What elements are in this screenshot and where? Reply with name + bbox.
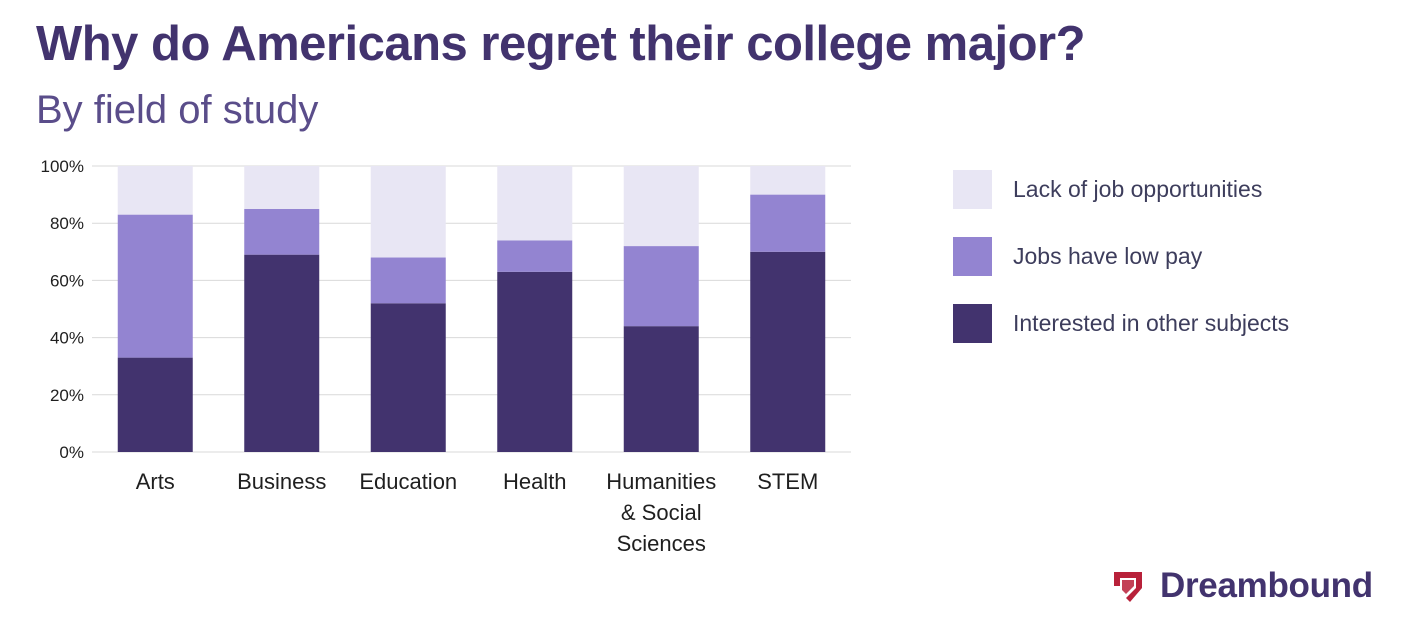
bar-segment-lack-of-jobs [750,166,826,195]
legend-label-lack-of-jobs: Lack of job opportunities [1013,176,1263,202]
y-tick-label: 60% [50,271,84,290]
y-tick-label: 20% [50,386,84,405]
bar-segment-low-pay [244,208,320,255]
legend-label-low-pay: Jobs have low pay [1013,243,1203,269]
bar-segment-low-pay [750,194,826,252]
bar-segment-interested [244,254,320,452]
y-tick-label: 80% [50,214,84,233]
bar-segment-lack-of-jobs [497,166,573,241]
y-tick-label: 0% [59,443,84,462]
x-category-label-line: Business [237,469,326,494]
x-category-label-line: STEM [757,469,818,494]
bar-segment-interested [497,271,573,452]
y-tick-label: 100% [41,157,84,176]
legend-item-interested: Interested in other subjects [953,304,1373,343]
legend-label-interested: Interested in other subjects [1013,310,1290,336]
brand-name: Dreambound [1160,566,1373,605]
stacked-bar-chart: 0% 20% 40% 60% 80% 100% Arts Business Education H… [41,157,851,556]
bar-segment-lack-of-jobs [244,166,320,209]
x-category-label-line: Health [503,469,567,494]
x-category-label-line: Sciences [617,531,706,556]
brand-footer: Dreambound [1108,564,1373,608]
bar-segment-low-pay [370,257,446,304]
x-category-label-line: & Social [621,500,702,525]
bar-segment-lack-of-jobs [370,166,446,258]
bar-segment-interested [117,357,193,452]
dreambound-shield-logo-icon [1114,572,1142,602]
x-category-label: Health [503,469,567,494]
bar-segment-lack-of-jobs [623,166,699,247]
x-category-label: Business [237,469,326,494]
legend-swatch-low-pay [953,237,992,276]
bar-segment-lack-of-jobs [117,166,193,215]
legend-swatch-interested [953,304,992,343]
chart-legend: Lack of job opportunities Jobs have low … [953,170,1373,371]
x-category-label: Arts [136,469,175,494]
x-category-label-line: Arts [136,469,175,494]
x-category-label: Humanities & Social Sciences [606,469,716,556]
legend-item-low-pay: Jobs have low pay [953,237,1373,276]
x-category-label: Education [359,469,457,494]
bar-segment-interested [750,251,826,452]
legend-item-lack-of-jobs: Lack of job opportunities [953,170,1373,209]
y-tick-label: 40% [50,329,84,348]
x-category-label-line: Education [359,469,457,494]
chart-subtitle: By field of study [36,88,319,132]
legend-swatch-lack-of-jobs [953,170,992,209]
chart-title: Why do Americans regret their college ma… [36,17,1086,71]
x-category-label-line: Humanities [606,469,716,494]
bar-segment-interested [623,326,699,452]
bar-segment-interested [370,303,446,452]
bar-segment-low-pay [497,240,573,272]
x-category-label: STEM [757,469,818,494]
bar-segment-low-pay [623,246,699,327]
bar-segment-low-pay [117,214,193,358]
